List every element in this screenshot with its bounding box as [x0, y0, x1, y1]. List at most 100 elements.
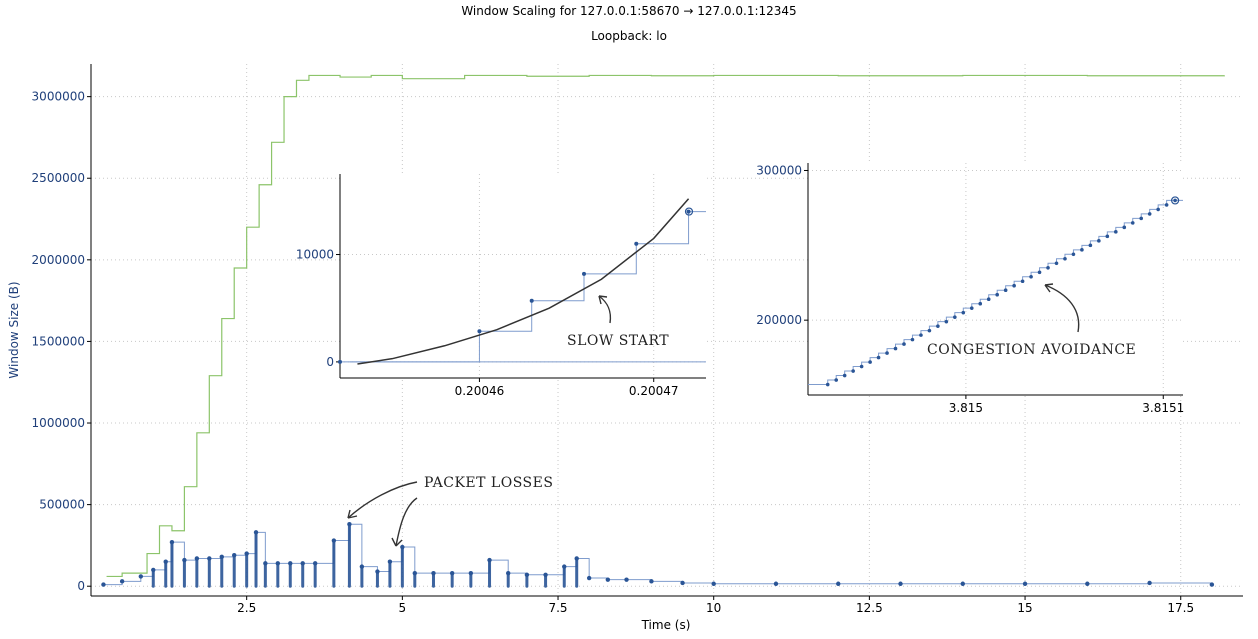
- data-point: [624, 577, 629, 582]
- inset-data-point: [961, 310, 966, 315]
- y-axis-label: Window Size (B): [7, 281, 21, 378]
- slow-start-inset: 0.20046 0.20047 0 10000: [296, 174, 706, 398]
- inset-data-point: [936, 324, 940, 328]
- data-point: [468, 570, 474, 576]
- receive-window-line: [106, 74, 1225, 578]
- bytes-in-flight-line: [103, 523, 1213, 586]
- data-point: [232, 553, 237, 558]
- arrowhead-loss-1: [347, 509, 358, 519]
- data-point: [586, 575, 592, 581]
- inset-data-point: [582, 271, 586, 276]
- inset-data-point: [995, 292, 999, 297]
- inset-data-point: [842, 373, 847, 378]
- data-point: [138, 574, 144, 579]
- data-point: [169, 539, 175, 545]
- annotation-packet-losses: PACKET LOSSES: [424, 475, 553, 491]
- arrow-loss-1: [347, 481, 418, 519]
- inset-data-point: [834, 378, 839, 382]
- inset-data-point: [686, 209, 691, 214]
- y-tick-label: 0: [77, 579, 85, 593]
- data-point: [1085, 581, 1090, 586]
- inset-data-point: [1029, 274, 1033, 279]
- inset-data-point: [1122, 225, 1127, 230]
- data-point: [680, 580, 685, 586]
- arrowhead-slow-start: [598, 295, 608, 305]
- data-point: [400, 544, 405, 550]
- x-tick-label: 5: [399, 601, 407, 615]
- data-point: [331, 538, 337, 543]
- inset-data-point: [910, 337, 915, 342]
- data-point: [347, 521, 352, 527]
- data-point: [119, 579, 125, 584]
- inset-y-tick-label: 10000: [296, 248, 334, 262]
- data-point: [359, 564, 365, 569]
- y-tick-label: 3000000: [32, 90, 85, 104]
- data-point: [1209, 582, 1215, 587]
- data-point: [562, 564, 567, 569]
- main-axes: [90, 64, 1243, 597]
- inset-data-point: [1071, 252, 1076, 257]
- inset-data-point: [953, 315, 957, 319]
- inset-highlight-marker: [684, 207, 694, 216]
- data-point: [1022, 581, 1028, 586]
- inset-background: [340, 174, 706, 378]
- inset-data-point: [885, 351, 889, 355]
- congestion-avoidance-inset: 3.815 3.8151 200000 300000: [756, 163, 1184, 415]
- arrow-congestion: [1044, 284, 1080, 333]
- inset-data-point: [1097, 239, 1101, 243]
- inset-data-point: [1080, 248, 1084, 252]
- inset-highlight-marker: [1171, 196, 1180, 205]
- x-tick-label: 12.5: [856, 601, 883, 615]
- data-point: [219, 554, 224, 560]
- receive-window-series: [106, 74, 1225, 578]
- x-tick-label: 2.5: [237, 601, 256, 615]
- data-point: [288, 561, 293, 566]
- y-tick-label: 1000000: [32, 416, 85, 430]
- data-point: [253, 530, 259, 535]
- inset-data-point: [1054, 261, 1059, 266]
- data-point: [836, 581, 841, 586]
- data-point: [194, 556, 200, 561]
- data-point: [1147, 580, 1152, 586]
- data-point: [412, 570, 418, 576]
- inset-data-point: [825, 382, 830, 387]
- annotation-congestion-avoidance: CONGESTION AVOIDANCE: [927, 342, 1136, 358]
- annotation-slow-start: SLOW START: [567, 333, 669, 349]
- data-point: [387, 559, 393, 564]
- data-point: [543, 572, 548, 577]
- data-point: [898, 581, 903, 586]
- inset-y-tick-label: 0: [326, 355, 334, 369]
- inset-x-tick-label: 3.815: [949, 401, 983, 415]
- inset-data-point: [868, 360, 872, 364]
- data-point: [312, 561, 318, 566]
- data-point: [524, 572, 530, 577]
- inset-x-tick-label: 0.20047: [629, 384, 679, 398]
- inset-data-point: [529, 298, 534, 303]
- inset-step-line: [340, 211, 706, 363]
- inset-x-tick-label: 3.8151: [1142, 401, 1184, 415]
- data-point: [300, 561, 305, 566]
- x-tick-label: 17.5: [1167, 601, 1194, 615]
- inset-data-point: [859, 364, 864, 369]
- inset-data-point: [1147, 212, 1152, 216]
- data-point: [207, 556, 212, 561]
- inset-data-point: [1063, 256, 1067, 261]
- inset-data-point: [978, 301, 983, 306]
- data-point: [574, 556, 579, 561]
- data-point: [487, 557, 492, 563]
- data-point: [506, 570, 511, 576]
- inset-data-point: [1156, 207, 1160, 212]
- inset-data-point: [1130, 221, 1135, 225]
- data-point: [263, 561, 268, 566]
- inset-y-tick-label: 200000: [756, 313, 802, 327]
- data-point: [431, 570, 436, 576]
- inset-data-point: [477, 329, 482, 334]
- data-point: [605, 577, 611, 582]
- inset-data-point: [1037, 270, 1042, 275]
- inset-data-point: [851, 369, 855, 373]
- inset-data-point: [1046, 265, 1050, 270]
- chart-title: Window Scaling for 127.0.0.1:58670 → 127…: [461, 4, 796, 18]
- inset-data-point: [919, 333, 923, 337]
- inset-background: [808, 163, 1183, 395]
